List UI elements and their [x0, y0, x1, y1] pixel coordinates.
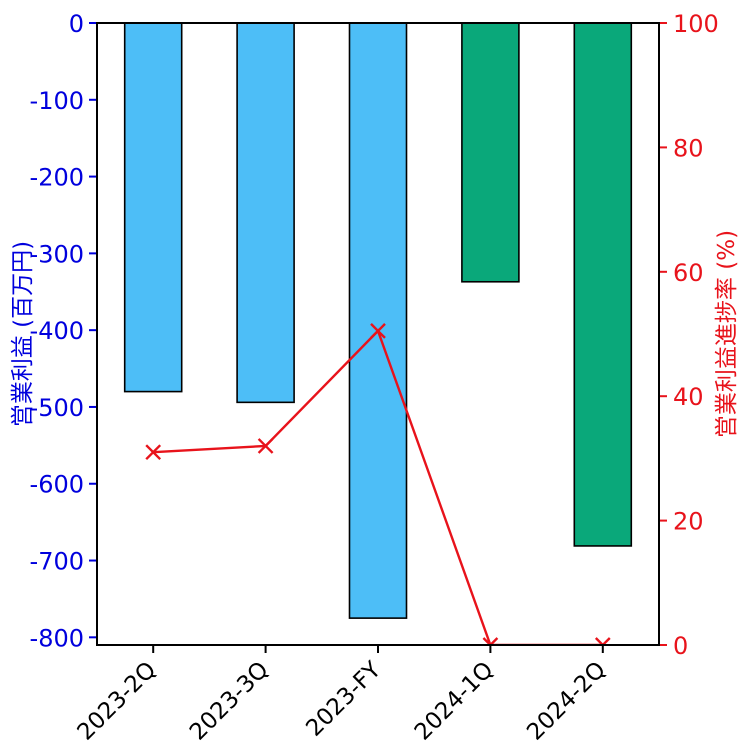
- line-series: [145, 323, 611, 645]
- bar-2024-1Q: [461, 22, 520, 283]
- x-tick-label: 2023-2Q: [73, 657, 162, 746]
- bar-series: [123, 22, 633, 619]
- left-tick-label: -400: [30, 317, 84, 345]
- left-axis-title: 営業利益 (百万円): [10, 241, 36, 427]
- left-tick-label: -700: [30, 548, 84, 576]
- left-tick-label: 0: [69, 10, 84, 38]
- x-marker-2024-2Q: [594, 637, 611, 645]
- left-tick-label: -300: [30, 240, 84, 268]
- x-tick-label: 2023-FY: [301, 656, 387, 742]
- x-marker-2023-3Q: [257, 438, 274, 454]
- bar-2023-3Q: [236, 22, 295, 404]
- left-tick-label: -200: [30, 164, 84, 192]
- left-tick-label: -600: [30, 471, 84, 499]
- x-tick-label: 2024-1Q: [410, 657, 499, 746]
- right-tick-label: 40: [673, 383, 704, 411]
- x-tick-label: 2024-2Q: [522, 657, 611, 746]
- bar-2023-2Q: [123, 22, 183, 393]
- bar-2023-FY: [348, 22, 408, 619]
- right-tick-label: 100: [673, 10, 719, 38]
- right-tick-label: 60: [673, 259, 704, 287]
- left-tick-label: -100: [30, 87, 84, 115]
- left-tick-label: -500: [30, 394, 84, 422]
- left-tick-label: -800: [30, 624, 84, 652]
- x-tick-label: 2023-3Q: [185, 657, 274, 746]
- bar-2024-2Q: [573, 22, 633, 547]
- right-tick-label: 20: [673, 508, 704, 536]
- right-tick-label: 80: [673, 134, 704, 162]
- right-axis-title: 営業利益進捗率 (%): [714, 230, 740, 438]
- x-marker-2023-2Q: [145, 444, 162, 461]
- right-tick-label: 0: [673, 632, 688, 660]
- x-marker-2024-1Q: [482, 637, 499, 645]
- plot-border: [96, 22, 660, 646]
- x-marker-2023-FY: [370, 323, 386, 339]
